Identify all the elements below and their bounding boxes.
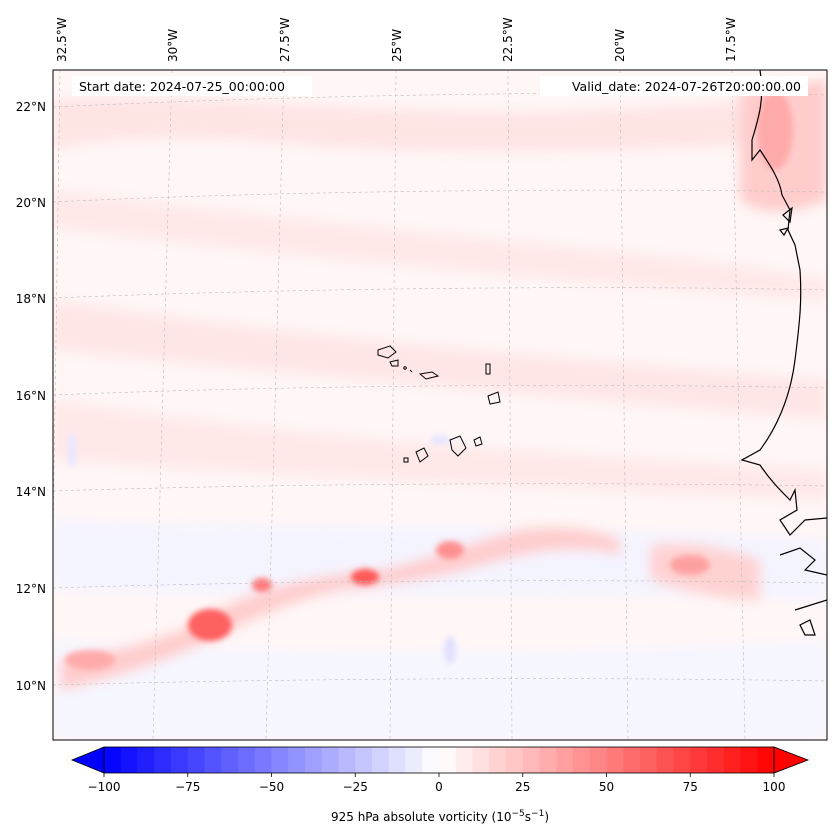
colorbar-cell [439, 747, 457, 773]
colorbar-cell [137, 747, 155, 773]
longitude-labels: 32.5°W 30°W 27.5°W 25°W 22.5°W 20°W 17.5… [55, 17, 738, 62]
lon-label: 27.5°W [278, 17, 292, 62]
colorbar-cell [589, 747, 607, 773]
colorbar-cell [271, 747, 289, 773]
coastline [740, 70, 827, 636]
colorbar-cell [606, 747, 624, 773]
colorbar-title: 925 hPa absolute vorticity (10−5s−1) [331, 809, 549, 824]
colorbar-cell [506, 747, 524, 773]
colorbar-tick-label: −50 [259, 780, 284, 794]
lat-label: 14°N [16, 485, 46, 499]
colorbar-cell [723, 747, 741, 773]
colorbar-cell [254, 747, 272, 773]
colorbar-cell [338, 747, 356, 773]
lon-label: 17.5°W [724, 17, 738, 62]
colorbar-cell [120, 747, 138, 773]
colorbar-cell [489, 747, 507, 773]
colorbar-min-extension [70, 746, 105, 774]
colorbar-ticks: −100 −75 −50 −25 0 25 50 75 100 [88, 773, 786, 794]
colorbar-cell [707, 747, 725, 773]
start-date-label: Start date: 2024-07-25_00:00:00 [79, 79, 285, 94]
colorbar-cell [221, 747, 239, 773]
colorbar-tick-label: 100 [763, 780, 786, 794]
colorbar-cell [455, 747, 473, 773]
colorbar-cell [690, 747, 708, 773]
lon-label: 20°W [613, 29, 627, 62]
colorbar-cell [238, 747, 256, 773]
lat-label: 22°N [16, 100, 46, 114]
colorbar-cell [154, 747, 172, 773]
colorbar-cell [288, 747, 306, 773]
colorbar-tick-label: 0 [435, 780, 443, 794]
colorbar-tick-label: −75 [175, 780, 200, 794]
valid-date-label: Valid_date: 2024-07-26T20:00:00.00 [572, 79, 801, 94]
lat-label: 12°N [16, 582, 46, 596]
colorbar-cell [623, 747, 641, 773]
colorbar-tick-label: −100 [88, 780, 121, 794]
colorbar-cells [104, 747, 775, 773]
colorbar-cell [104, 747, 122, 773]
colorbar-tick-label: 75 [683, 780, 698, 794]
colorbar-cell [640, 747, 658, 773]
colorbar-cell [757, 747, 775, 773]
colorbar-cell [204, 747, 222, 773]
lon-label: 32.5°W [55, 17, 69, 62]
lat-label: 10°N [16, 679, 46, 693]
gridlines [53, 70, 827, 740]
colorbar-tick-label: 50 [599, 780, 614, 794]
colorbar-cell [171, 747, 189, 773]
colorbar-cell [405, 747, 423, 773]
colorbar-cell [673, 747, 691, 773]
colorbar-cell [422, 747, 440, 773]
colorbar-cell [187, 747, 205, 773]
colorbar-cell [472, 747, 490, 773]
colorbar-max-extension [773, 746, 810, 774]
colorbar-cell [656, 747, 674, 773]
colorbar-cell [522, 747, 540, 773]
lat-label: 16°N [16, 389, 46, 403]
colorbar-cell [573, 747, 591, 773]
map-frame [52, 69, 828, 741]
colorbar-cell [305, 747, 323, 773]
lat-label: 20°N [16, 196, 46, 210]
start-date-box [72, 76, 312, 96]
cape-verde-islands [377, 345, 501, 463]
lon-label: 22.5°W [501, 17, 515, 62]
valid-date-box [540, 76, 808, 96]
lon-label: 25°W [390, 29, 404, 62]
colorbar-cell [388, 747, 406, 773]
lon-label: 30°W [166, 29, 180, 62]
colorbar: −100 −75 −50 −25 0 25 50 75 100 925 hPa absolute… [70, 746, 810, 824]
colorbar-cell [355, 747, 373, 773]
latitude-labels: 22°N 20°N 18°N 16°N 14°N 12°N 10°N [16, 100, 46, 693]
colorbar-cell [556, 747, 574, 773]
colorbar-cell [740, 747, 758, 773]
map-plot-area: Start date: 2024-07-25_00:00:00 Valid_da… [53, 70, 827, 740]
colorbar-tick-label: −25 [343, 780, 368, 794]
colorbar-cell [372, 747, 390, 773]
vorticity-field [53, 80, 827, 740]
colorbar-tick-label: 25 [515, 780, 530, 794]
colorbar-cell [321, 747, 339, 773]
lat-label: 18°N [16, 292, 46, 306]
colorbar-cell [539, 747, 557, 773]
vorticity-maxima [65, 90, 793, 670]
